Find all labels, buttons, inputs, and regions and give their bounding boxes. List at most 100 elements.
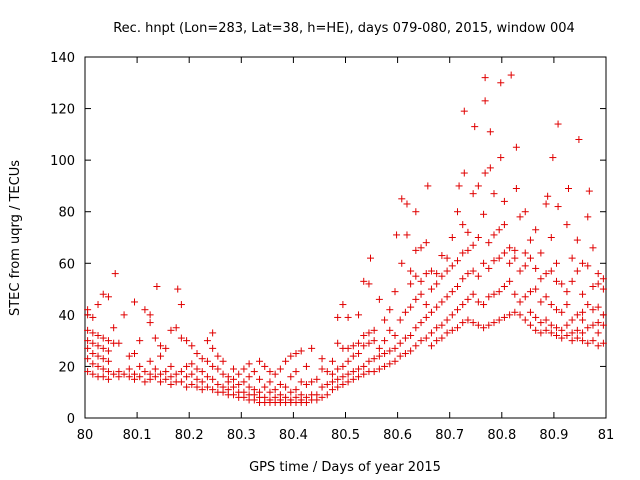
chart-title: Rec. hnpt (Lon=283, Lat=38, h=HE), days …	[113, 21, 575, 36]
data-point	[412, 208, 420, 216]
data-point	[386, 360, 394, 368]
data-point	[526, 321, 534, 329]
data-point	[177, 301, 185, 309]
data-point	[84, 355, 92, 363]
data-point	[563, 331, 571, 339]
data-point	[245, 360, 253, 368]
data-point	[235, 380, 243, 388]
data-point	[183, 362, 191, 370]
data-point	[391, 344, 399, 352]
data-point	[563, 321, 571, 329]
data-point	[313, 391, 321, 399]
data-point	[526, 236, 534, 244]
data-point	[386, 306, 394, 314]
data-point	[188, 380, 196, 388]
data-point	[589, 321, 597, 329]
data-point	[474, 182, 482, 190]
data-point	[563, 288, 571, 296]
data-point	[481, 169, 489, 177]
data-point	[308, 344, 316, 352]
data-point	[136, 362, 144, 370]
data-point	[485, 321, 493, 329]
data-point	[360, 362, 368, 370]
y-axis-label: STEC from uqrg / TECUs	[8, 160, 23, 316]
data-point	[375, 365, 383, 373]
data-point	[516, 311, 524, 319]
data-point	[398, 259, 406, 267]
data-point	[261, 362, 269, 370]
data-point	[130, 350, 138, 358]
data-point	[542, 316, 550, 324]
data-point	[407, 280, 415, 288]
data-point	[454, 208, 462, 216]
y-tick-label: 60	[58, 257, 75, 272]
data-point	[547, 301, 555, 309]
data-point	[511, 308, 519, 316]
data-point	[99, 344, 107, 352]
data-point	[151, 365, 159, 373]
data-point	[495, 288, 503, 296]
data-point	[84, 337, 92, 345]
data-point	[469, 267, 477, 275]
data-point	[537, 329, 545, 337]
data-point	[146, 370, 154, 378]
data-point	[136, 337, 144, 345]
data-point	[393, 231, 401, 239]
data-point	[584, 339, 592, 347]
data-point	[349, 368, 357, 376]
data-point	[396, 316, 404, 324]
data-point	[521, 316, 529, 324]
data-point	[125, 373, 133, 381]
data-point	[516, 298, 524, 306]
data-point	[84, 306, 92, 314]
data-point	[94, 331, 102, 339]
data-point	[153, 282, 161, 290]
data-point	[599, 321, 607, 329]
data-point	[403, 231, 411, 239]
data-point	[229, 391, 237, 399]
data-point	[537, 249, 545, 257]
data-point	[334, 313, 342, 321]
data-point	[344, 370, 352, 378]
data-point	[287, 373, 295, 381]
data-point	[579, 290, 587, 298]
data-point	[506, 259, 514, 267]
data-point	[240, 365, 248, 373]
data-point	[521, 262, 529, 270]
data-point	[553, 324, 561, 332]
data-point	[110, 324, 118, 332]
data-point	[183, 337, 191, 345]
data-point	[365, 329, 373, 337]
data-point	[563, 301, 571, 309]
data-point	[573, 311, 581, 319]
data-point	[532, 326, 540, 334]
data-point	[99, 355, 107, 363]
data-point	[474, 272, 482, 280]
data-point	[146, 319, 154, 327]
data-point	[203, 373, 211, 381]
data-point	[599, 275, 607, 283]
data-point	[443, 293, 451, 301]
x-tick-label: 80.4	[279, 428, 308, 443]
data-points	[84, 71, 607, 407]
data-point	[334, 375, 342, 383]
data-point	[282, 357, 290, 365]
data-point	[282, 393, 290, 401]
data-point	[403, 200, 411, 208]
data-point	[563, 221, 571, 229]
data-point	[349, 342, 357, 350]
data-point	[177, 378, 185, 386]
data-point	[151, 334, 159, 342]
data-point	[240, 378, 248, 386]
data-point	[256, 388, 264, 396]
data-point	[375, 295, 383, 303]
data-point	[360, 331, 368, 339]
data-point	[261, 383, 269, 391]
data-point	[367, 254, 375, 262]
data-point	[584, 262, 592, 270]
data-point	[464, 295, 472, 303]
data-point	[162, 344, 170, 352]
data-point	[516, 267, 524, 275]
data-point	[141, 306, 149, 314]
data-point	[579, 337, 587, 345]
